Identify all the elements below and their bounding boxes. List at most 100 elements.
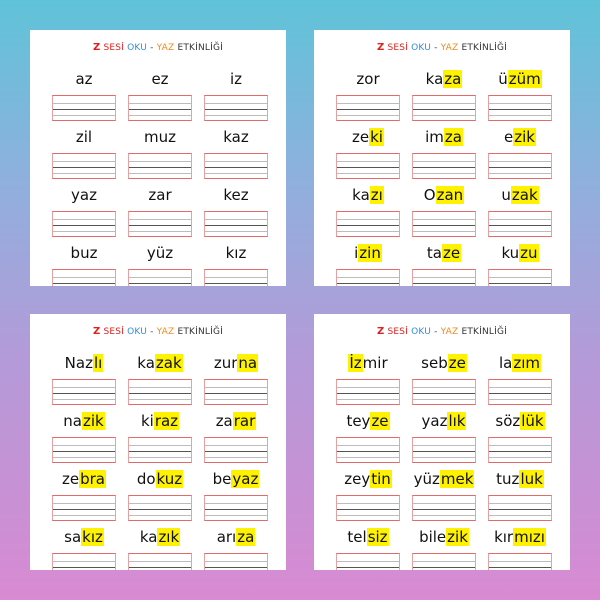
word-cell: kız — [204, 242, 268, 286]
word-cell: Ozan — [412, 184, 476, 237]
word-highlight: ze — [441, 244, 462, 262]
word-highlight: yaz — [231, 470, 260, 488]
writing-lines[interactable] — [128, 379, 192, 405]
writing-lines[interactable] — [128, 211, 192, 237]
writing-lines[interactable] — [412, 95, 476, 121]
guide-line — [53, 283, 115, 284]
writing-lines[interactable] — [52, 95, 116, 121]
writing-lines[interactable] — [128, 553, 192, 570]
writing-lines[interactable] — [488, 437, 552, 463]
word-cell: taze — [412, 242, 476, 286]
guide-line — [489, 283, 551, 284]
writing-lines[interactable] — [488, 95, 552, 121]
writing-lines[interactable] — [336, 379, 400, 405]
word-label: az — [52, 68, 116, 90]
guide-line — [129, 509, 191, 510]
word-label: bilezik — [412, 526, 476, 548]
writing-lines[interactable] — [204, 437, 268, 463]
word-cell: telsiz — [336, 526, 400, 570]
worksheet-title: Z SESİ OKU - YAZ ETKİNLİĞİ — [30, 42, 286, 53]
guide-line — [129, 277, 191, 278]
writing-lines[interactable] — [412, 211, 476, 237]
guide-line — [53, 219, 115, 220]
writing-lines[interactable] — [488, 269, 552, 286]
writing-lines[interactable] — [336, 95, 400, 121]
writing-lines[interactable] — [128, 153, 192, 179]
word-label: sebze — [412, 352, 476, 374]
writing-lines[interactable] — [204, 211, 268, 237]
guide-line — [413, 445, 475, 446]
writing-lines[interactable] — [128, 495, 192, 521]
writing-lines[interactable] — [52, 269, 116, 286]
writing-lines[interactable] — [204, 153, 268, 179]
word-cell: zeki — [336, 126, 400, 179]
word-highlight: lük — [520, 412, 545, 430]
writing-lines[interactable] — [336, 495, 400, 521]
word-part: ku — [501, 244, 520, 262]
writing-lines[interactable] — [204, 95, 268, 121]
word-cell: yazlık — [412, 410, 476, 463]
word-label: arıza — [204, 526, 268, 548]
writing-lines[interactable] — [204, 379, 268, 405]
writing-lines[interactable] — [412, 379, 476, 405]
title-letter: Z — [92, 326, 101, 337]
writing-lines[interactable] — [412, 153, 476, 179]
guide-line — [489, 503, 551, 504]
word-part: ta — [426, 244, 442, 262]
guide-line — [489, 567, 551, 568]
writing-lines[interactable] — [52, 495, 116, 521]
word-part: ze — [62, 470, 80, 488]
word-part: seb — [421, 354, 448, 372]
writing-lines[interactable] — [128, 269, 192, 286]
word-label: kiraz — [128, 410, 192, 432]
writing-lines[interactable] — [488, 379, 552, 405]
writing-lines[interactable] — [336, 553, 400, 570]
guide-line — [205, 225, 267, 226]
guide-line — [129, 457, 191, 458]
guide-line — [53, 103, 115, 104]
writing-lines[interactable] — [412, 553, 476, 570]
writing-lines[interactable] — [52, 211, 116, 237]
word-highlight: bra — [79, 470, 106, 488]
word-part: bile — [419, 528, 447, 546]
writing-lines[interactable] — [412, 437, 476, 463]
word-label: yazlık — [412, 410, 476, 432]
guide-line — [129, 503, 191, 504]
word-part: ka — [139, 528, 158, 546]
writing-lines[interactable] — [128, 95, 192, 121]
writing-lines[interactable] — [336, 437, 400, 463]
writing-lines[interactable] — [488, 553, 552, 570]
writing-lines[interactable] — [488, 211, 552, 237]
writing-lines[interactable] — [488, 153, 552, 179]
word-part: tey — [346, 412, 371, 430]
writing-lines[interactable] — [412, 495, 476, 521]
guide-line — [489, 399, 551, 400]
title-sesi: SESİ — [103, 43, 125, 53]
word-highlight: zin — [358, 244, 382, 262]
writing-lines[interactable] — [204, 495, 268, 521]
writing-lines[interactable] — [488, 495, 552, 521]
word-highlight: za — [236, 528, 256, 546]
word-cell: arıza — [204, 526, 268, 570]
writing-lines[interactable] — [204, 269, 268, 286]
writing-lines[interactable] — [336, 211, 400, 237]
guide-line — [205, 115, 267, 116]
word-cell: ezik — [488, 126, 552, 179]
writing-lines[interactable] — [128, 437, 192, 463]
writing-lines[interactable] — [52, 437, 116, 463]
title-sesi: SESİ — [387, 43, 409, 53]
worksheet-title: Z SESİ OKU - YAZ ETKİNLİĞİ — [314, 42, 570, 53]
word-highlight: luk — [519, 470, 544, 488]
writing-lines[interactable] — [336, 269, 400, 286]
word-cell: zeytin — [336, 468, 400, 521]
title-etkinligi: ETKİNLİĞİ — [461, 327, 508, 337]
writing-lines[interactable] — [52, 153, 116, 179]
writing-lines[interactable] — [412, 269, 476, 286]
writing-lines[interactable] — [52, 553, 116, 570]
guide-line — [337, 225, 399, 226]
guide-line — [129, 567, 191, 568]
writing-lines[interactable] — [204, 553, 268, 570]
word-label: sözlük — [488, 410, 552, 432]
writing-lines[interactable] — [52, 379, 116, 405]
writing-lines[interactable] — [336, 153, 400, 179]
